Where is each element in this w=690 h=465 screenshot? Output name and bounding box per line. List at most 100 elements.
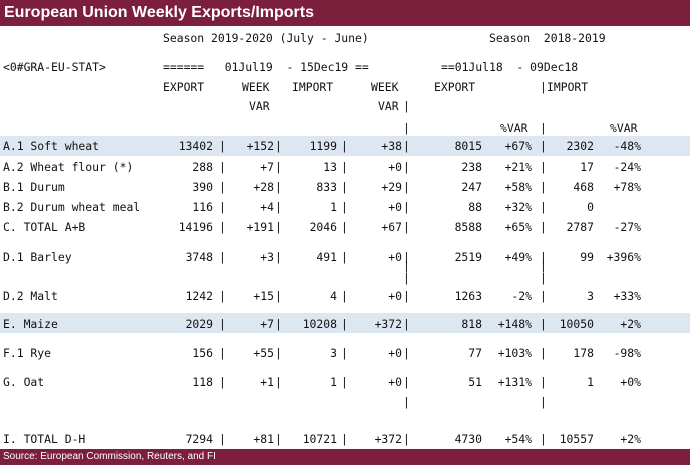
cell-export: 2029 — [185, 317, 213, 331]
cell-export-prior: 247 — [461, 180, 482, 194]
cell-pct-var: -2% — [511, 289, 532, 303]
cell-import: 4 — [330, 289, 337, 303]
cell-import: 1 — [330, 200, 337, 214]
cell-export: 390 — [192, 180, 213, 194]
cell-pct-var2: -27% — [613, 220, 641, 234]
cell-week-var2: +38 — [381, 139, 402, 153]
cell-export-prior: 77 — [468, 346, 482, 360]
cell-export: 14196 — [178, 220, 213, 234]
column-divider: | — [403, 346, 410, 360]
cell-pct-var2: +0% — [620, 375, 641, 389]
cell-import: 10721 — [302, 432, 337, 446]
column-divider: | — [403, 289, 410, 303]
cell-export-prior: 51 — [468, 375, 482, 389]
col-header-export-prior: EXPORT — [434, 80, 476, 94]
cell-week-var: +4 — [260, 200, 274, 214]
cell-export-prior: 4730 — [454, 432, 482, 446]
cell-export: 156 — [192, 346, 213, 360]
column-divider: | — [540, 180, 547, 194]
season-prior-label: Season 2018-2019 — [489, 31, 606, 45]
cell-export-prior: 8588 — [454, 220, 482, 234]
cell-pct-var: +58% — [504, 180, 532, 194]
cell-pct-var: +103% — [497, 346, 532, 360]
column-divider: | — [341, 317, 348, 331]
column-divider: | — [540, 160, 547, 174]
cell-week-var: +7 — [260, 160, 274, 174]
column-divider: | — [275, 200, 282, 214]
cell-pct-var: +131% — [497, 375, 532, 389]
column-divider: | — [403, 139, 410, 153]
cell-pct-var: +65% — [504, 220, 532, 234]
column-divider: | — [219, 220, 226, 234]
cell-export: 3748 — [185, 250, 213, 264]
cell-week-var2: +29 — [381, 180, 402, 194]
column-divider: | — [341, 220, 348, 234]
column-divider: | — [219, 180, 226, 194]
cell-export-prior: 8015 — [454, 139, 482, 153]
column-divider: | — [275, 220, 282, 234]
cell-export-prior: 238 — [461, 160, 482, 174]
cell-week-var: +28 — [253, 180, 274, 194]
col-header-pctvar: %VAR — [500, 121, 528, 135]
cell-pct-var: +32% — [504, 200, 532, 214]
column-divider: | — [540, 289, 547, 303]
cell-import-prior: 17 — [580, 160, 594, 174]
column-divider: | — [403, 200, 410, 214]
column-divider: | — [219, 289, 226, 303]
ric-code: <0#GRA-EU-STAT> — [3, 60, 106, 74]
cell-export: 288 — [192, 160, 213, 174]
column-divider: | — [540, 375, 547, 389]
column-divider: | — [403, 395, 410, 409]
row-label: E. Maize — [3, 317, 58, 331]
range-current-label: ====== 01Jul19 - 15Dec19 == — [163, 60, 369, 74]
cell-import-prior: 0 — [587, 200, 594, 214]
cell-week-var: +55 — [253, 346, 274, 360]
cell-import: 833 — [316, 180, 337, 194]
row-label: D.1 Barley — [3, 250, 72, 264]
cell-pct-var: +67% — [504, 139, 532, 153]
cell-pct-var2: -98% — [613, 346, 641, 360]
cell-week-var: +7 — [260, 317, 274, 331]
cell-pct-var2: +396% — [606, 250, 641, 264]
column-divider: | — [341, 289, 348, 303]
cell-import-prior: 2787 — [566, 220, 594, 234]
cell-week-var2: +0 — [388, 200, 402, 214]
cell-import-prior: 3 — [587, 289, 594, 303]
cell-import: 491 — [316, 250, 337, 264]
column-divider: | — [540, 346, 547, 360]
row-label: G. Oat — [3, 375, 45, 389]
cell-export: 13402 — [178, 139, 213, 153]
cell-pct-var: +21% — [504, 160, 532, 174]
column-divider: | — [275, 375, 282, 389]
cell-week-var2: +0 — [388, 160, 402, 174]
cell-week-var2: +0 — [388, 250, 402, 264]
column-divider: | — [341, 160, 348, 174]
range-prior-label: ==01Jul18 - 09Dec18 — [441, 60, 579, 74]
column-divider: | — [341, 139, 348, 153]
row-label: C. TOTAL A+B — [3, 220, 86, 234]
source-footer: Source: European Commission, Reuters, an… — [0, 449, 690, 465]
cell-week-var2: +372 — [374, 432, 402, 446]
cell-import-prior: 10050 — [559, 317, 594, 331]
row-highlight — [0, 136, 690, 156]
cell-pct-var: +148% — [497, 317, 532, 331]
row-label: B.1 Durum — [3, 180, 65, 194]
cell-export: 118 — [192, 375, 213, 389]
cell-import: 3 — [330, 346, 337, 360]
column-divider: | — [403, 250, 410, 264]
row-label: A.1 Soft wheat — [3, 139, 100, 153]
cell-pct-var2: -48% — [613, 139, 641, 153]
column-divider: | — [403, 180, 410, 194]
header-divider: | — [540, 121, 547, 135]
cell-import: 10208 — [302, 317, 337, 331]
cell-week-var2: +0 — [388, 375, 402, 389]
col-header-import-prior: IMPORT — [547, 80, 589, 94]
column-divider: | — [275, 317, 282, 331]
column-divider: | — [540, 271, 547, 285]
cell-import-prior: 468 — [573, 180, 594, 194]
column-divider: | — [403, 375, 410, 389]
col-header-week: WEEK — [242, 80, 270, 94]
column-divider: | — [275, 250, 282, 264]
cell-import: 1 — [330, 375, 337, 389]
column-divider: | — [403, 271, 410, 285]
